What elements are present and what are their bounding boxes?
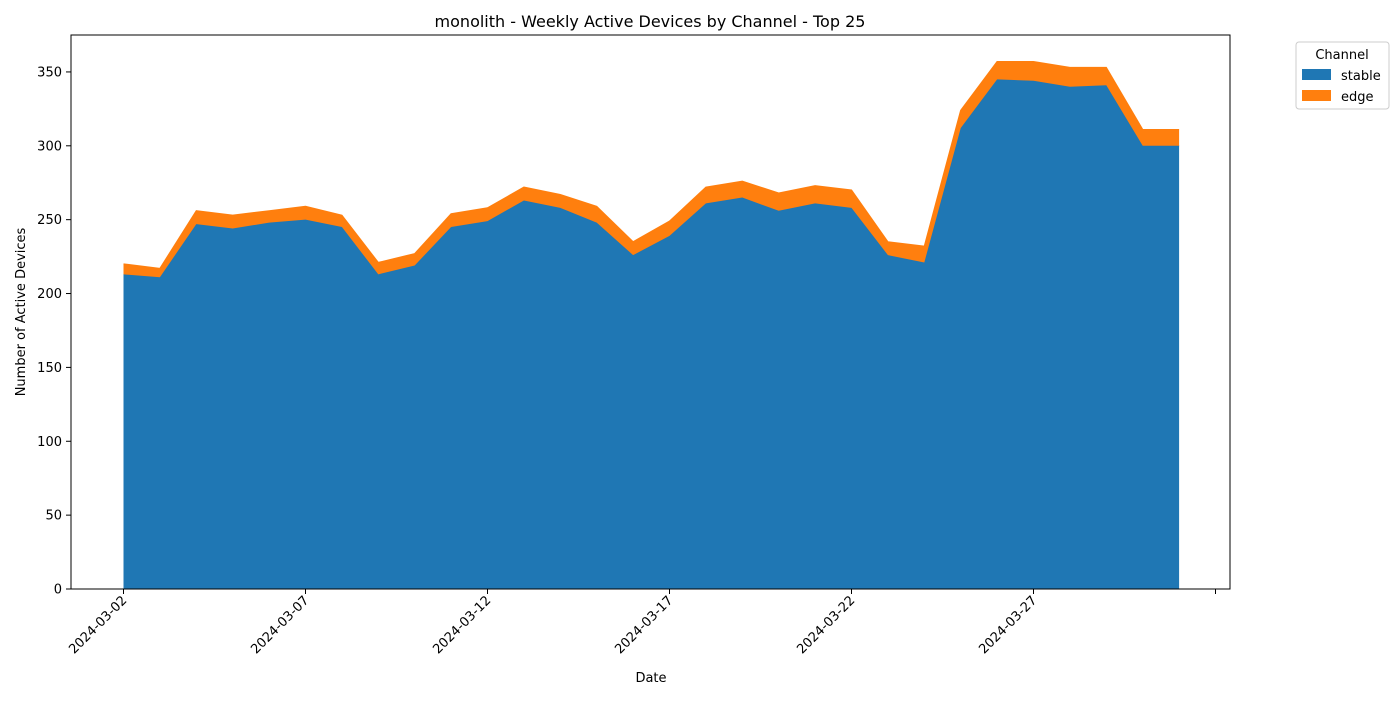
y-tick-label: 0 bbox=[54, 583, 62, 598]
y-axis-label: Number of Active Devices bbox=[14, 227, 29, 396]
x-tick-label: 2024-03-22 bbox=[794, 593, 858, 657]
y-tick-label: 100 bbox=[37, 435, 62, 450]
chart-title: monolith - Weekly Active Devices by Chan… bbox=[435, 12, 866, 31]
y-tick-label: 300 bbox=[37, 139, 62, 154]
legend-swatch-stable bbox=[1302, 69, 1331, 80]
x-tick-label: 2024-03-07 bbox=[248, 593, 312, 657]
legend-swatch-edge bbox=[1302, 90, 1331, 101]
plot-frame bbox=[70, 34, 1231, 590]
legend-title: Channel bbox=[1315, 48, 1368, 63]
y-tick-label: 350 bbox=[37, 65, 62, 80]
legend-label-stable: stable bbox=[1341, 69, 1381, 84]
area-stable bbox=[123, 79, 1180, 589]
x-tick-label: 2024-03-12 bbox=[430, 593, 494, 657]
y-tick-label: 50 bbox=[45, 509, 62, 524]
legend: Channel stable edge bbox=[1295, 41, 1390, 110]
area-edge bbox=[123, 61, 1180, 278]
area-edge-edge bbox=[123, 60, 1180, 270]
area-layers bbox=[123, 60, 1180, 589]
x-axis: 2024-03-02 2024-03-07 2024-03-12 2024-03-17… bbox=[66, 589, 1216, 657]
x-tick-label: 2024-03-27 bbox=[976, 593, 1040, 657]
x-axis-label: Date bbox=[635, 671, 666, 686]
y-tick-label: 200 bbox=[37, 287, 62, 302]
y-tick-label: 150 bbox=[37, 361, 62, 376]
y-tick-label: 250 bbox=[37, 213, 62, 228]
x-tick-label: 2024-03-17 bbox=[612, 593, 676, 657]
y-axis: 0 50 100 150 200 250 300 350 bbox=[37, 65, 71, 598]
legend-label-edge: edge bbox=[1341, 90, 1374, 105]
x-tick-label: 2024-03-02 bbox=[66, 593, 130, 657]
